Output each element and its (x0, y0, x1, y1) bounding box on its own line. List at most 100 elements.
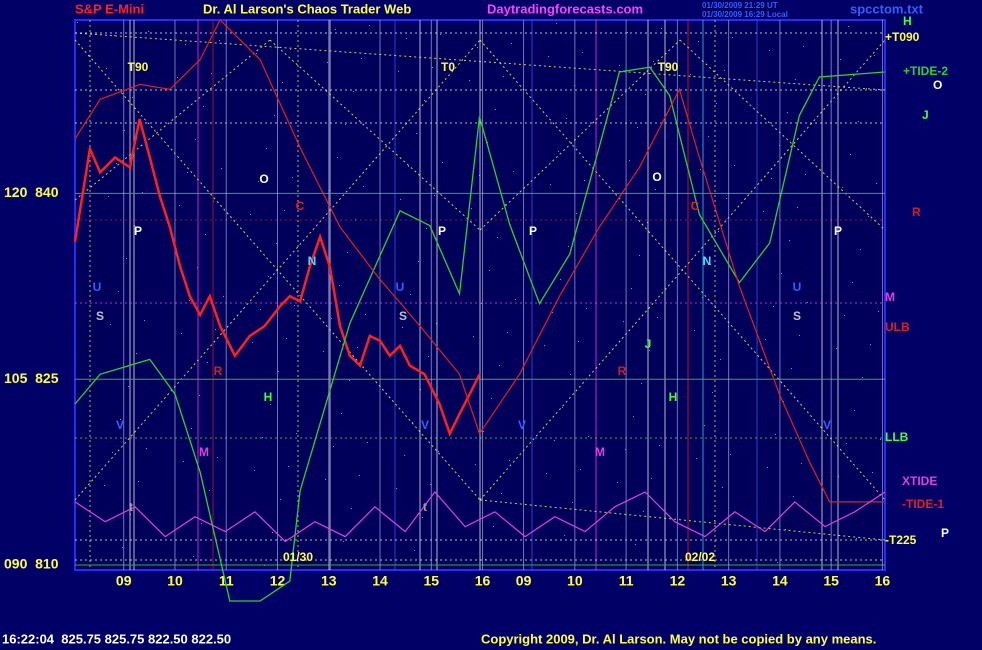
star (661, 28, 662, 29)
star (625, 449, 626, 450)
star (209, 490, 210, 491)
star (807, 302, 808, 303)
star (288, 466, 289, 467)
star (434, 195, 435, 196)
star (274, 115, 275, 116)
star (363, 186, 364, 187)
star (558, 151, 559, 152)
side-label: H (903, 14, 912, 28)
symbol: S&P E-Mini (75, 1, 144, 16)
annotation: H (264, 390, 273, 404)
star (586, 308, 587, 309)
star (124, 130, 125, 131)
timestamp: 01/30/2009 16:29 Local (702, 10, 788, 19)
star (763, 211, 764, 212)
star (404, 455, 405, 456)
star (256, 53, 257, 54)
star (503, 76, 504, 77)
star (138, 481, 139, 482)
annotation: C (691, 199, 700, 213)
series-line (73, 118, 481, 437)
star (106, 68, 107, 69)
annotation: U (93, 280, 102, 294)
side-label: P (941, 526, 949, 540)
x-tick-label: 12 (270, 573, 286, 589)
star (511, 43, 512, 44)
star (211, 73, 212, 74)
star (286, 338, 287, 339)
star (659, 445, 660, 446)
star (442, 162, 443, 163)
star (655, 189, 656, 190)
star (272, 532, 273, 533)
x-tick-label: 15 (424, 573, 440, 589)
legend-label: -TIDE-1 (902, 497, 944, 511)
star (856, 538, 857, 539)
star (252, 342, 253, 343)
star (576, 213, 577, 214)
star (475, 464, 476, 465)
annotation: N (703, 254, 712, 268)
star (104, 485, 105, 486)
star (497, 237, 498, 238)
annotation: 01/30 (283, 550, 313, 564)
star (651, 478, 652, 479)
star (343, 541, 344, 542)
star (850, 154, 851, 155)
star (292, 177, 293, 178)
star (548, 56, 549, 57)
star (781, 273, 782, 274)
star (284, 210, 285, 211)
star (110, 324, 111, 325)
annotation: 02/02 (685, 550, 715, 564)
star (643, 511, 644, 512)
star (722, 487, 723, 488)
star (566, 118, 567, 119)
star (572, 502, 573, 503)
star (862, 377, 863, 378)
star (331, 318, 332, 319)
star (554, 440, 555, 441)
star (276, 243, 277, 244)
star (690, 74, 691, 75)
star (108, 196, 109, 197)
star (254, 470, 255, 471)
star (712, 392, 713, 393)
star (367, 442, 368, 443)
star (852, 282, 853, 283)
star (266, 148, 267, 149)
star (195, 139, 196, 140)
star (325, 479, 326, 480)
star (339, 285, 340, 286)
star (406, 38, 407, 39)
annotation: T90 (128, 60, 149, 74)
annotation: P (134, 224, 142, 238)
star (120, 419, 121, 420)
star (487, 142, 488, 143)
star (860, 249, 861, 250)
x-tick-label: 11 (619, 573, 634, 589)
star (205, 234, 206, 235)
star (550, 184, 551, 185)
star (221, 168, 222, 169)
star (801, 463, 802, 464)
star (874, 55, 875, 56)
side-label: LLB (885, 430, 909, 444)
annotation: U (396, 280, 405, 294)
x-tick-label: 16 (475, 573, 491, 589)
star (357, 347, 358, 348)
star (140, 64, 141, 65)
star (268, 276, 269, 277)
star (582, 52, 583, 53)
star (866, 88, 867, 89)
gann-line (479, 39, 681, 231)
star (783, 401, 784, 402)
gann-line (74, 32, 886, 91)
side-label: R (912, 205, 921, 219)
star (345, 124, 346, 125)
side-label: ULB (885, 320, 910, 334)
star (771, 178, 772, 179)
star (341, 413, 342, 414)
side-label: +T090 (885, 30, 920, 44)
star (880, 439, 881, 440)
